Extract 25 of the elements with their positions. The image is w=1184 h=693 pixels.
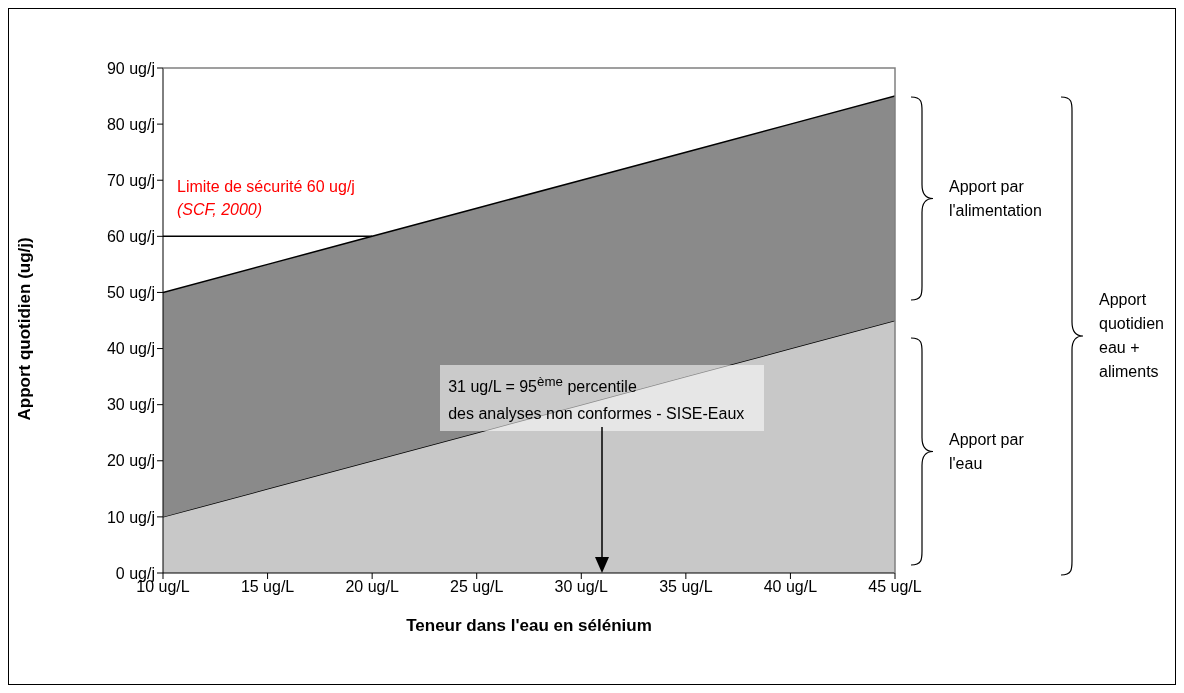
y-tick-label: 90 ug/j: [106, 59, 155, 77]
x-axis-title: Teneur dans l'eau en sélénium: [406, 616, 652, 635]
y-tick-label: 10 ug/j: [106, 508, 155, 526]
x-tick-label: 30 ug/L: [554, 578, 609, 596]
x-tick-label: 20 ug/L: [345, 578, 399, 596]
y-tick-label: 60 ug/j: [106, 228, 155, 246]
x-tick-label: 15 ug/L: [240, 578, 295, 596]
y-axis-title: Apport quotidien (ug/j): [15, 237, 35, 421]
x-tick-label: 35 ug/L: [659, 578, 713, 596]
y-tick-label: 0 ug/j: [115, 564, 155, 582]
text: Apport par l'alimentation: [949, 176, 1043, 221]
x-tick-label: 40 ug/L: [763, 578, 818, 596]
y-tick-label: 20 ug/j: [106, 452, 155, 470]
x-tick-label: 25 ug/L: [450, 578, 504, 596]
y-tick-label: 40 ug/j: [106, 340, 155, 358]
y-tick-label: 80 ug/j: [106, 115, 155, 133]
x-tick-label: 45 ug/L: [868, 578, 922, 596]
annotation: (SCF, 2000): [177, 201, 264, 220]
y-tick-label: 50 ug/j: [106, 284, 155, 302]
y-tick-label: 30 ug/j: [106, 396, 155, 414]
ref-line-label: Limite de sécurité 60 ug/j: [177, 178, 355, 197]
y-tick-label: 70 ug/j: [106, 171, 155, 189]
text: Apport quotidien eau + aliments: [1099, 290, 1165, 382]
annotation: 31 ug/L = 95$^{ème}$ percentile des analyses non conformes - SISE-Eaux: [448, 373, 746, 424]
text: Apport par l'eau: [949, 429, 1025, 474]
